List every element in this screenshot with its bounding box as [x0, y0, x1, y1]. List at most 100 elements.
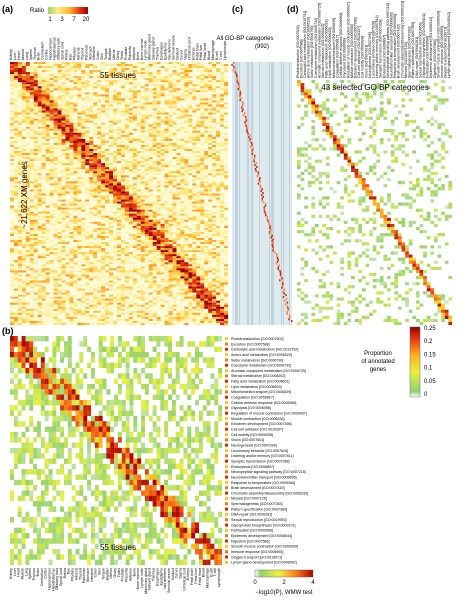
- heatmap-cell: [192, 106, 197, 109]
- heatmap-cell: [61, 207, 66, 210]
- heatmap-cell: [29, 229, 34, 233]
- heatmap-cell: [77, 240, 82, 243]
- heatmap-cell: [176, 240, 181, 243]
- heatmap-cell: [220, 114, 225, 117]
- heatmap-cell: [168, 80, 173, 83]
- heatmap-cell: [164, 215, 169, 218]
- heatmap-cell: [77, 114, 82, 117]
- heatmap-cell: [216, 124, 221, 127]
- heatmap-cell: [200, 163, 205, 166]
- heatmap-cell: [85, 70, 90, 73]
- heatmap-cell: [160, 104, 165, 107]
- heatmap-cell: [113, 138, 118, 141]
- heatmap-cell: [180, 225, 185, 228]
- heatmap-cell: [17, 215, 22, 218]
- heatmap-cell: [132, 181, 137, 184]
- heatmap-cell: [49, 211, 54, 214]
- heatmap-cell: [200, 221, 205, 224]
- heatmap-cell: [93, 193, 98, 196]
- heatmap-cell: [13, 173, 19, 176]
- heatmap-cell: [152, 165, 157, 168]
- heatmap-cell: [117, 136, 122, 139]
- heatmap-cell: [136, 227, 141, 231]
- heatmap-cell: [41, 193, 46, 196]
- heatmap-cell: [200, 138, 205, 141]
- heatmap-cell: [53, 72, 58, 75]
- heatmap-cell: [33, 110, 38, 113]
- heatmap-cell: [17, 233, 22, 237]
- heatmap-cell: [117, 240, 122, 243]
- heatmap-cell: [45, 157, 50, 160]
- heatmap-cell: [136, 148, 141, 152]
- heatmap-cell: [69, 108, 74, 111]
- heatmap-cell: [69, 173, 74, 176]
- heatmap-cell: [69, 233, 74, 237]
- heatmap-cell: [168, 240, 173, 243]
- heatmap-cell: [152, 167, 157, 170]
- heatmap-cell: [192, 128, 197, 131]
- heatmap-cell: [216, 169, 221, 172]
- heatmap-cell: [57, 167, 62, 170]
- heatmap-cell: [33, 94, 38, 97]
- heatmap-cell: [21, 132, 26, 135]
- heatmap-cell: [136, 233, 141, 237]
- heatmap-cell: [168, 238, 173, 241]
- heatmap-cell: [97, 155, 102, 158]
- heatmap-cell: [176, 68, 181, 71]
- heatmap-cell: [220, 64, 225, 67]
- heatmap-cell: [204, 163, 209, 166]
- heatmap-cell: [152, 209, 157, 212]
- heatmap-cell: [128, 171, 133, 174]
- heatmap-cell: [164, 88, 169, 91]
- heatmap-cell: [144, 144, 149, 148]
- heatmap-cell: [57, 242, 62, 245]
- heatmap-cell: [17, 130, 22, 133]
- heatmap-cell: [41, 140, 46, 144]
- heatmap-cell: [49, 201, 54, 204]
- heatmap-cell: [164, 213, 169, 216]
- heatmap-cell: [49, 106, 54, 109]
- heatmap-cell: [156, 233, 161, 237]
- heatmap-cell: [49, 90, 54, 93]
- heatmap-cell: [85, 108, 90, 111]
- heatmap-cell: [176, 163, 181, 166]
- heatmap-cell: [216, 201, 221, 204]
- heatmap-cell: [77, 227, 82, 231]
- heatmap-cell: [128, 165, 133, 168]
- heatmap-cell: [172, 199, 177, 202]
- heatmap-cell: [160, 221, 165, 224]
- heatmap-cell: [73, 74, 78, 77]
- heatmap-cell: [148, 209, 153, 212]
- heatmap-cell: [17, 112, 22, 115]
- heatmap-cell: [200, 231, 205, 235]
- heatmap-cell: [192, 94, 197, 97]
- heatmap-cell: [204, 151, 209, 154]
- heatmap-cell: [97, 88, 102, 91]
- heatmap-cell: [97, 106, 102, 109]
- heatmap-cell: [45, 203, 50, 206]
- heatmap-cell: [140, 197, 145, 200]
- heatmap-cell: [224, 140, 229, 144]
- heatmap-cell: [136, 94, 141, 97]
- heatmap-cell: [152, 203, 157, 206]
- heatmap-cell: [208, 221, 213, 224]
- heatmap-cell: [65, 193, 70, 196]
- heatmap-cell: [148, 142, 153, 146]
- heatmap-cell: [101, 157, 106, 160]
- heatmap-cell: [124, 189, 130, 192]
- heatmap-cell: [33, 88, 38, 91]
- heatmap-cell: [152, 148, 157, 152]
- heatmap-cell: [81, 211, 86, 214]
- heatmap-cell: [192, 191, 197, 194]
- heatmap-cell: [212, 70, 217, 73]
- heatmap-cell: [81, 189, 86, 192]
- heatmap-cell: [168, 106, 173, 109]
- heatmap-cell: [85, 98, 90, 101]
- heatmap-cell: [77, 185, 82, 188]
- heatmap-cell: [117, 167, 122, 170]
- heatmap-cell: [164, 94, 169, 97]
- heatmap-cell: [13, 219, 19, 222]
- heatmap-cell: [41, 100, 46, 103]
- heatmap-cell: [21, 163, 26, 166]
- heatmap-cell: [180, 171, 185, 174]
